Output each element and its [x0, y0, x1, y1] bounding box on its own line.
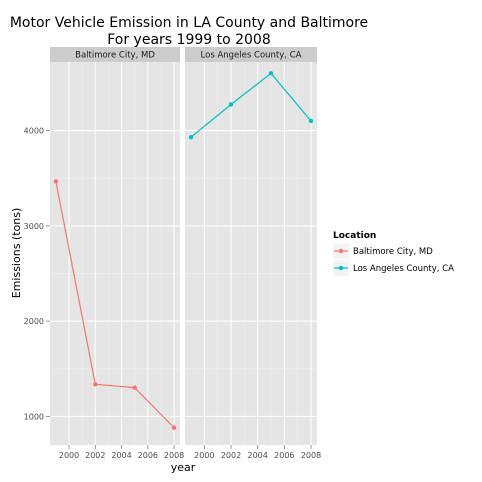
panel-background	[185, 62, 317, 445]
facet-strip	[185, 47, 317, 62]
facet-strip-label: Los Angeles County, CA	[201, 51, 302, 61]
y-tick-label: 4000	[24, 127, 44, 136]
data-point	[132, 385, 137, 390]
facet-strip-label: Baltimore City, MD	[75, 51, 155, 61]
x-tick-label: 2004	[247, 451, 267, 460]
panel-background	[50, 62, 180, 445]
x-tick-label: 2004	[111, 451, 131, 460]
x-tick-label: 2008	[301, 451, 321, 460]
legend-key-point	[338, 265, 344, 271]
legend: Location Baltimore City, MD Los Angeles C…	[332, 231, 454, 277]
x-tick-label: 2006	[138, 451, 158, 460]
y-axis-title: Emissions (tons)	[10, 208, 23, 299]
data-point	[53, 179, 59, 184]
data-point	[308, 118, 314, 124]
series-line	[55, 181, 175, 429]
x-tick-label: 2002	[221, 451, 241, 460]
x-tick-label: 2002	[85, 451, 105, 460]
data-point	[188, 134, 194, 140]
legend-label: Baltimore City, MD	[353, 247, 433, 257]
x-axis-title: year	[171, 461, 196, 474]
facet-panels: Baltimore City, MD 1000 2000 3000 4000 2000 20…	[24, 47, 321, 460]
x-tick-label: 2008	[164, 451, 184, 460]
data-point	[171, 425, 177, 430]
y-tick-label: 3000	[24, 222, 44, 231]
facet-panel: Baltimore City, MD 1000 2000 3000 4000 2000 20…	[24, 47, 184, 460]
data-point	[93, 382, 98, 387]
legend-title: Location	[333, 231, 376, 241]
legend-label: Los Angeles County, CA	[353, 264, 454, 274]
legend-key-point	[338, 248, 344, 254]
facet-strip	[50, 47, 180, 62]
chart-subtitle: For years 1999 to 2008	[107, 32, 271, 48]
x-tick-label: 2006	[274, 451, 294, 460]
chart-title: Motor Vehicle Emission in LA County and …	[10, 15, 368, 31]
data-point	[228, 102, 234, 107]
x-tick-label: 2000	[59, 451, 79, 460]
facet-panel: Los Angeles County, CA 2000 2002 2004 2006 20…	[185, 47, 321, 460]
x-tick-label: 2000	[194, 451, 214, 460]
y-tick-label: 2000	[24, 317, 44, 326]
y-tick-label: 1000	[24, 412, 44, 421]
series-line	[190, 72, 312, 138]
data-point	[268, 71, 274, 76]
